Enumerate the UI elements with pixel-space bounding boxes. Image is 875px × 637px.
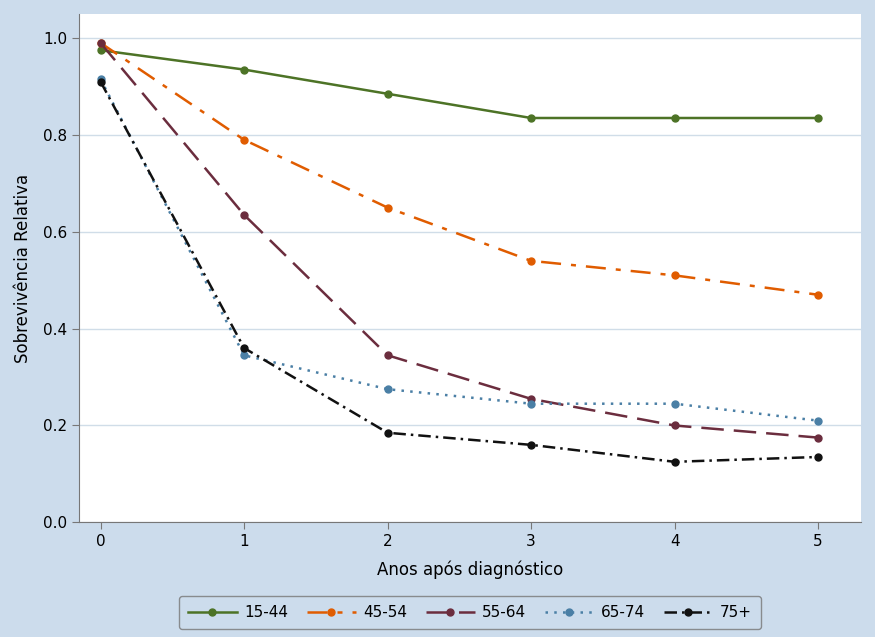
Legend: 15-44, 45-54, 55-64, 65-74, 75+: 15-44, 45-54, 55-64, 65-74, 75+ (178, 596, 761, 629)
Y-axis label: Sobrevivência Relativa: Sobrevivência Relativa (14, 173, 31, 362)
X-axis label: Anos após diagnóstico: Anos após diagnóstico (377, 561, 564, 579)
